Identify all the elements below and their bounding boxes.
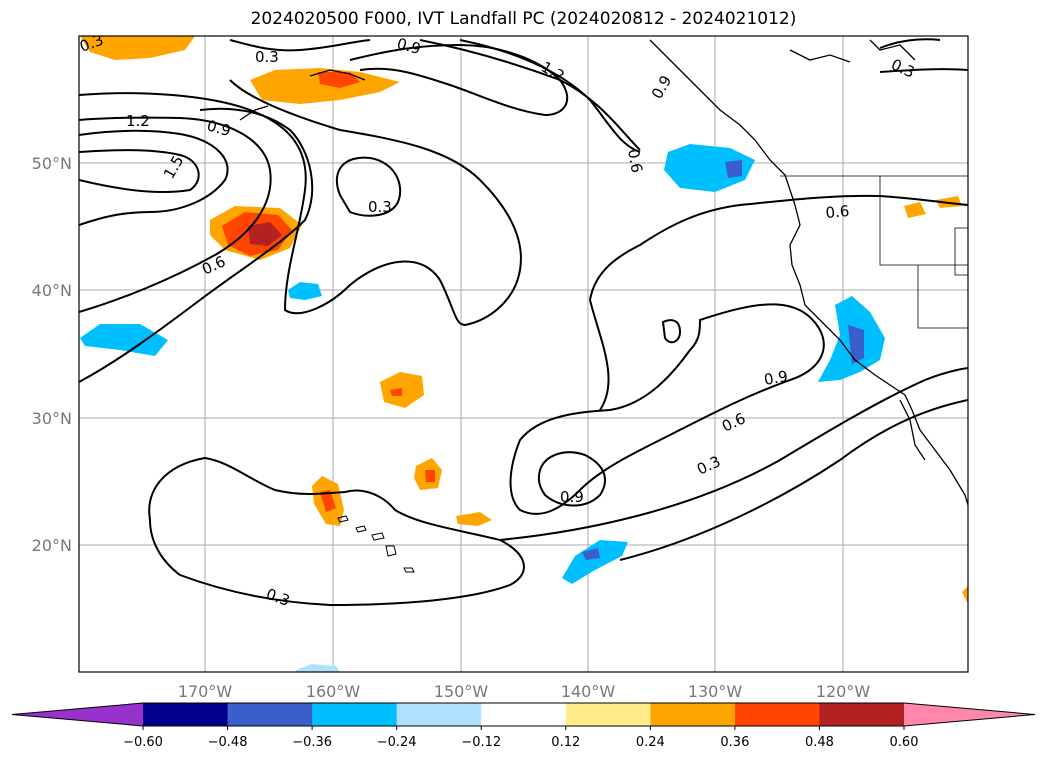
shaded-fields — [80, 36, 968, 672]
contour-label: 0.6 — [719, 409, 748, 435]
colorbar-bin — [481, 703, 567, 726]
lon-label: 160°W — [306, 682, 361, 701]
colorbar-tick-label: −0.60 — [123, 735, 163, 750]
contour-label: 0.3 — [888, 55, 917, 81]
colorbar-tick-label: 0.36 — [720, 735, 749, 750]
longitude-labels: 170°W 160°W 150°W 140°W 130°W 120°W — [178, 682, 871, 701]
positive-anomaly — [456, 512, 492, 526]
contour-label: 0.6 — [825, 202, 850, 222]
colorbar-tick-label: −0.24 — [377, 735, 417, 750]
contour-label: 0.6 — [199, 252, 228, 278]
colorbar-bin — [227, 703, 313, 726]
positive-anomaly — [904, 202, 926, 218]
colorbar-bin — [650, 703, 736, 726]
colorbar-tick-label: 0.24 — [636, 735, 665, 750]
positive-anomaly — [248, 222, 282, 246]
negative-anomaly — [582, 548, 600, 560]
contour-label: 0.6 — [624, 148, 646, 175]
positive-anomaly — [962, 586, 968, 604]
latitude-labels: 50°N 40°N 30°N 20°N — [32, 154, 72, 555]
colorbar-bin — [734, 703, 820, 726]
contour-labels: 0.3 0.3 0.3 0.3 0.3 0.3 0.6 0.6 0.6 0.6 … — [79, 34, 918, 610]
contours — [79, 38, 968, 607]
colorbar-tick-label: 0.60 — [890, 735, 919, 750]
contour-label: 0.9 — [648, 72, 676, 102]
contour-label: 0.9 — [763, 367, 790, 389]
colorbar-tick-label: 0.48 — [805, 735, 834, 750]
lon-label: 130°W — [688, 682, 743, 701]
colorbar-bin — [565, 703, 651, 726]
colorbar-bin — [143, 703, 229, 726]
contour-label: 0.3 — [264, 585, 293, 610]
lon-label: 140°W — [561, 682, 616, 701]
lat-label: 20°N — [32, 536, 72, 555]
lon-label: 150°W — [434, 682, 489, 701]
negative-anomaly — [80, 324, 168, 356]
lon-label: 170°W — [178, 682, 233, 701]
contour-label: 0.9 — [205, 116, 233, 140]
lat-label: 50°N — [32, 154, 72, 173]
colorbar-bin — [396, 703, 482, 726]
positive-anomaly — [390, 388, 402, 396]
negative-anomaly — [288, 282, 322, 300]
colorbar: −0.60 −0.48 −0.36 −0.24 −0.12 0.12 0.24 0.36 0.4… — [11, 702, 1036, 750]
colorbar-tick-label: 0.12 — [551, 735, 580, 750]
contour-label: 0.3 — [368, 198, 392, 216]
positive-anomaly — [250, 68, 400, 104]
coastlines — [239, 39, 968, 506]
negative-anomaly — [664, 144, 755, 192]
map-frame — [78, 35, 969, 673]
map-area: 0.3 0.3 0.3 0.3 0.3 0.3 0.6 0.6 0.6 0.6 … — [79, 34, 968, 672]
positive-anomaly — [425, 470, 435, 482]
contour-label: 0.3 — [694, 452, 723, 478]
borders — [780, 175, 968, 329]
lat-label: 30°N — [32, 409, 72, 428]
colorbar-extend-high — [904, 703, 1035, 726]
hawaii-islands — [337, 515, 415, 573]
negative-anomaly — [562, 540, 628, 584]
negative-anomaly — [725, 160, 742, 178]
positive-anomaly — [318, 72, 360, 88]
lat-label: 40°N — [32, 281, 72, 300]
colorbar-extend-low — [12, 703, 143, 726]
contour-label: 1.2 — [126, 112, 150, 130]
negative-anomaly — [848, 325, 864, 364]
lon-label: 120°W — [816, 682, 871, 701]
negative-anomaly — [296, 664, 340, 672]
colorbar-tick-label: −0.48 — [208, 735, 248, 750]
colorbar-tick-label: −0.12 — [461, 735, 501, 750]
positive-anomaly — [320, 490, 336, 512]
colorbar-tick-label: −0.36 — [292, 735, 332, 750]
colorbar-bin — [312, 703, 398, 726]
contour-label: 0.3 — [255, 48, 279, 66]
map-title: 2024020500 F000, IVT Landfall PC (202402… — [250, 9, 797, 29]
colorbar-bin — [819, 703, 905, 726]
positive-anomaly — [80, 36, 195, 60]
contour-label: 0.9 — [395, 34, 423, 58]
contour-label: 0.9 — [560, 488, 584, 506]
